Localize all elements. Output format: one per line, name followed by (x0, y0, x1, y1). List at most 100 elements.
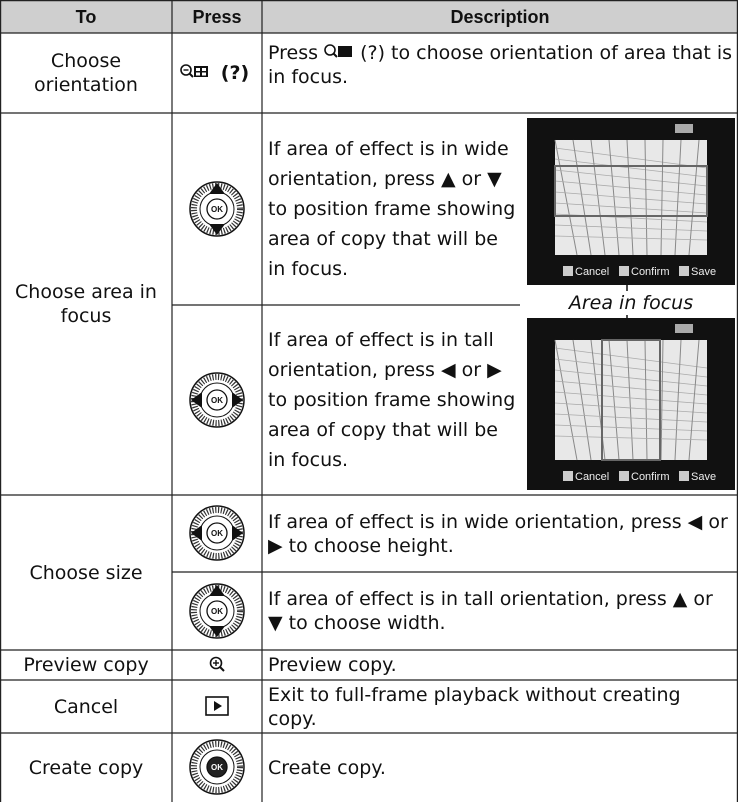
header-background (0, 0, 738, 33)
map-line (554, 347, 708, 369)
map-line (688, 139, 700, 256)
button-label: Cancel (575, 266, 609, 278)
camera-screen: Cancel Confirm Save (527, 118, 735, 285)
button-label: Cancel (575, 471, 609, 483)
map-line (626, 339, 634, 461)
ok-button (206, 756, 228, 778)
button-icon (679, 266, 689, 276)
arrow (209, 183, 225, 194)
row-label: Cancel (53, 695, 119, 718)
button-icon (563, 266, 573, 276)
map-line (674, 139, 682, 256)
map-line (554, 413, 708, 423)
multi-selector-icon: OK (189, 181, 245, 237)
map-line (572, 339, 592, 461)
map-line (660, 139, 664, 256)
map-line (608, 139, 620, 256)
map-line (554, 339, 578, 461)
header-cell: Description (450, 6, 550, 27)
description: If area of effect is in tall orientation… (268, 329, 516, 471)
status-icon (675, 124, 693, 133)
map-line (554, 391, 708, 405)
map-line (660, 339, 664, 461)
image-area (555, 140, 707, 255)
map-line (554, 380, 708, 396)
map-line (554, 435, 708, 441)
multi-selector-icon: OK (189, 583, 245, 639)
button-icon (619, 471, 629, 481)
ok-label: OK (211, 607, 223, 616)
image-area (555, 340, 707, 460)
map-line (626, 139, 634, 256)
description: If area of effect is in tall orientation… (268, 588, 713, 634)
header-cell: Press (192, 6, 242, 27)
zoom-out-thumbnail-icon (324, 44, 353, 58)
description-text: Press (268, 42, 319, 64)
map-line (554, 358, 708, 378)
description: Preview copy. (268, 654, 397, 676)
map-line (554, 235, 708, 241)
ok-label: OK (211, 205, 223, 214)
dial-ticks (191, 741, 243, 793)
map-line (554, 191, 708, 205)
map-line (674, 339, 682, 461)
map-line (644, 339, 648, 461)
ok-button (206, 522, 228, 544)
ok-button (206, 600, 228, 622)
multi-selector-icon: OK (189, 372, 245, 428)
ok-label: OK (211, 763, 223, 772)
camera-screen: Cancel Confirm Save (527, 318, 735, 490)
button-icon (619, 266, 629, 276)
map-line (572, 139, 592, 256)
row-label: Create copy (28, 756, 144, 779)
dial-ticks (191, 585, 243, 637)
multi-selector-icon: OK (189, 739, 245, 795)
description: Create copy. (268, 756, 386, 779)
description-text: (?) to choose orientation of area that i… (268, 42, 733, 88)
map-line (554, 224, 708, 232)
map-line (554, 169, 708, 187)
zoom-out-thumbnail-icon (180, 64, 208, 78)
status-icon (675, 324, 693, 333)
map-line (688, 339, 700, 461)
arrow (191, 392, 202, 408)
row-label: Choose area in focus (15, 281, 157, 327)
map-line (590, 139, 606, 256)
map-line (554, 158, 708, 178)
row-label: Choose size (29, 561, 143, 584)
row-label: Choose orientation (34, 50, 138, 96)
dial-ticks (191, 183, 243, 235)
ok-button (206, 389, 228, 411)
map-line (554, 147, 708, 169)
arrow (209, 585, 225, 596)
arrow (209, 224, 225, 235)
ok-label: OK (211, 529, 223, 538)
multi-selector-icon: OK (189, 505, 245, 561)
description: Exit to full-frame playback without crea… (268, 683, 681, 730)
press-label: (?) (220, 62, 250, 84)
arrow (191, 525, 202, 541)
description: Press (?) to choose orientation of area … (268, 33, 733, 113)
button-label: Confirm (631, 266, 670, 278)
button-icon (679, 471, 689, 481)
ok-button (206, 198, 228, 220)
arrow (209, 626, 225, 637)
arrow (232, 525, 243, 541)
description: If area of effect is in wide orientation… (268, 138, 516, 280)
map-line (554, 424, 708, 432)
ok-label: OK (211, 396, 223, 405)
caption: Area in focus (527, 291, 735, 315)
focus-frame (601, 339, 661, 461)
description: If area of effect is in wide orientation… (268, 510, 728, 557)
map-line (554, 402, 708, 414)
button-label: Save (691, 266, 716, 278)
map-line (554, 202, 708, 214)
map-line (554, 369, 708, 387)
zoom-in-icon (209, 656, 225, 672)
arrow (232, 392, 243, 408)
row-label: Preview copy (23, 654, 149, 676)
focus-frame (554, 165, 708, 217)
